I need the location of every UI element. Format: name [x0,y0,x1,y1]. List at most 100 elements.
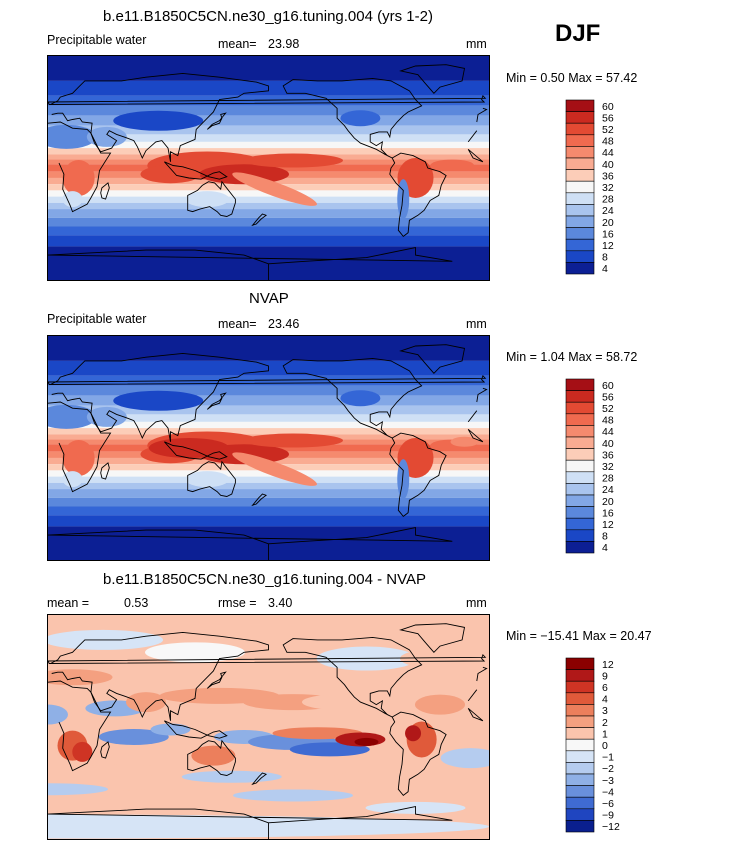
coastline-africa [48,401,484,493]
colorbar-1-label-10: 20 [602,217,614,229]
colorbar-3-swatch-3 [565,692,595,705]
colorbar-1-label-4: 44 [602,147,614,159]
pw-band-8 [48,428,489,435]
pw-rockies [340,390,381,407]
diff-blob-1 [145,642,245,663]
diff-blob-15 [150,723,191,736]
diff-blob-11 [415,694,465,715]
colorbar-2-label-2: 52 [602,403,614,415]
colorbar-1-label-7: 32 [602,182,614,194]
coastline-madagascar [100,462,110,480]
coastline-namerica [282,636,423,718]
colorbar-2-swatch-8 [565,471,595,484]
panel-3-map-plot [48,615,489,839]
colorbar-3-swatch-0 [565,657,595,670]
colorbar-2-swatch-4 [565,425,595,438]
colorbar-3-swatch-8 [565,750,595,763]
colorbar-3-label-1: 9 [602,670,608,682]
diff-blob-16 [191,745,236,766]
panel-1-title: b.e11.B1850C5CN.ne30_g16.tuning.004 (yrs… [103,8,433,25]
coastline-australia [187,460,236,497]
coastline-uk [48,653,487,664]
coastline-africa [48,121,484,213]
pw-spcz [232,452,317,486]
coastline-madagascar [100,182,110,200]
coastline-uk [48,94,487,105]
panel-1-map-plot [48,56,489,280]
colorbar-2-swatch-2 [565,401,595,415]
pw-band-7 [48,141,489,149]
colorbar-2-swatch-0 [565,378,595,391]
panel-2-mean-label: mean= [218,317,257,331]
colorbar-1-label-14: 4 [602,263,608,275]
pw-kalahari [62,471,83,488]
pw-band-17 [48,482,489,490]
pw-tibet [113,390,204,411]
colorbar-3-label-3: 4 [602,694,608,706]
diff-blob-13 [72,741,93,762]
colorbar-3-swatch-5 [565,715,595,728]
diff-blob-3 [400,648,480,669]
colorbar-3-label-9: −2 [602,763,614,775]
colorbar-2-swatch-14 [565,541,595,554]
coastline-indonesia [164,720,228,739]
panel-1-units: mm [466,37,487,51]
colorbar-1-label-5: 40 [602,159,614,171]
colorbar-3-label-7: 0 [602,740,608,752]
colorbar-1-swatch-1 [565,111,595,124]
pw-band-0 [48,336,489,361]
coastline-antarctica [48,527,453,560]
coastline-madagascar [100,741,110,759]
panel-2-map-plot [48,336,489,560]
colorbar-2-swatch-3 [565,413,595,426]
pw-andes [397,459,410,500]
pw-atlantic-extra [450,436,479,447]
coastline-greenland [399,623,466,653]
map-2-coastlines [48,344,488,560]
panel-1-minmax: Min = 0.50 Max = 57.42 [506,71,638,85]
colorbar-2-label-6: 36 [602,449,614,461]
colorbar-3-label-14: −12 [602,821,620,833]
colorbar-3-label-8: −1 [602,752,614,764]
diff-blob-24 [405,725,422,742]
pw-band-6 [48,134,489,142]
colorbar-2-label-11: 16 [602,507,614,519]
panel-2-title: NVAP [249,290,289,307]
pw-itcz-atlantic [430,159,475,172]
coastline-indonesia [164,441,228,460]
colorbar-1-label-9: 24 [602,205,614,217]
colorbar-1-swatch-14 [565,262,595,275]
panel-1-colorbar: 60 56 52 48 44 40 36 32 28 24 20 16 12 8 4 [565,99,646,276]
colorbar-1-label-13: 8 [602,252,608,264]
colorbar-1-swatch-9 [565,204,595,217]
pw-band-20 [48,226,489,236]
colorbar-2-label-5: 40 [602,438,614,450]
colorbar-1-label-2: 52 [602,124,614,136]
coastline-australia [187,180,236,217]
pw-band-19 [48,497,489,507]
colorbar-2-label-1: 56 [602,391,614,403]
diff-blob-19 [289,742,370,757]
colorbar-2-label-3: 48 [602,415,614,427]
colorbar-3-swatch-10 [565,773,595,786]
panel-2-mean-value: 23.46 [268,317,300,331]
colorbar-1-swatch-0 [565,99,595,112]
colorbar-1-label-11: 16 [602,228,614,240]
colorbar-1-label-6: 36 [602,170,614,182]
panel-3-units: mm [466,596,487,610]
pw-band-5 [48,125,489,135]
panel-2-colorbar: 60 56 52 48 44 40 36 32 28 24 20 16 12 8 4 [565,378,646,555]
colorbar-1-swatch-7 [565,180,595,194]
coastline-japan [206,392,227,410]
colorbar-3-swatch-14 [565,820,595,833]
coastline-nz [251,772,268,786]
pw-kalahari [62,191,83,208]
colorbar-1-swatch-2 [565,122,595,136]
coastline-indonesia [164,161,228,180]
panel-2-minmax: Min = 1.04 Max = 58.72 [506,350,638,364]
pw-arabia [86,406,127,427]
panel-1-mean-label: mean= [218,37,257,51]
coastline-antarctica [48,806,453,839]
colorbar-2-label-9: 24 [602,484,614,496]
